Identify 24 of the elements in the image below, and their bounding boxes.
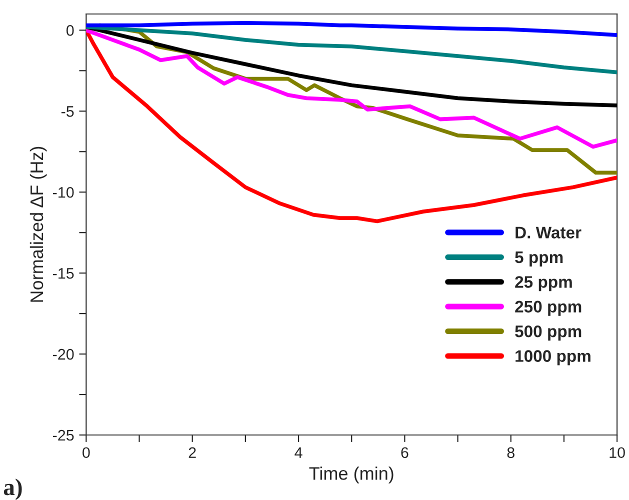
y-tick-label: -15 [52, 268, 74, 279]
line-series [86, 20, 618, 37]
x-tick-label: 6 [401, 447, 408, 458]
legend-label: 500 ppm [515, 325, 582, 341]
legend-label: 25 ppm [515, 276, 572, 292]
x-tick-label: 4 [294, 447, 302, 458]
y-axis-title: Normalized ΔF (Hz) [30, 146, 47, 302]
legend-label: 250 ppm [515, 300, 582, 316]
y-tick-label: 0 [66, 25, 74, 36]
x-tick-label: 8 [507, 447, 514, 458]
line-series [86, 25, 618, 74]
x-tick-label: 10 [610, 447, 625, 458]
y-tick-label: -25 [52, 430, 74, 441]
y-tick-label: -20 [52, 348, 74, 360]
legend-label: 1000 ppm [516, 350, 590, 366]
x-tick-label: 2 [188, 447, 196, 458]
legend-label: 5 ppm [515, 252, 563, 266]
text: a) [4, 478, 22, 500]
x-tick-label: 0 [82, 447, 90, 458]
y-tick-label: -5 [61, 106, 74, 117]
y-tick-label: -10 [52, 186, 74, 198]
legend-label: D. Water [516, 226, 582, 238]
x-axis-title: Time (min) [309, 466, 394, 484]
line-series [86, 28, 618, 149]
